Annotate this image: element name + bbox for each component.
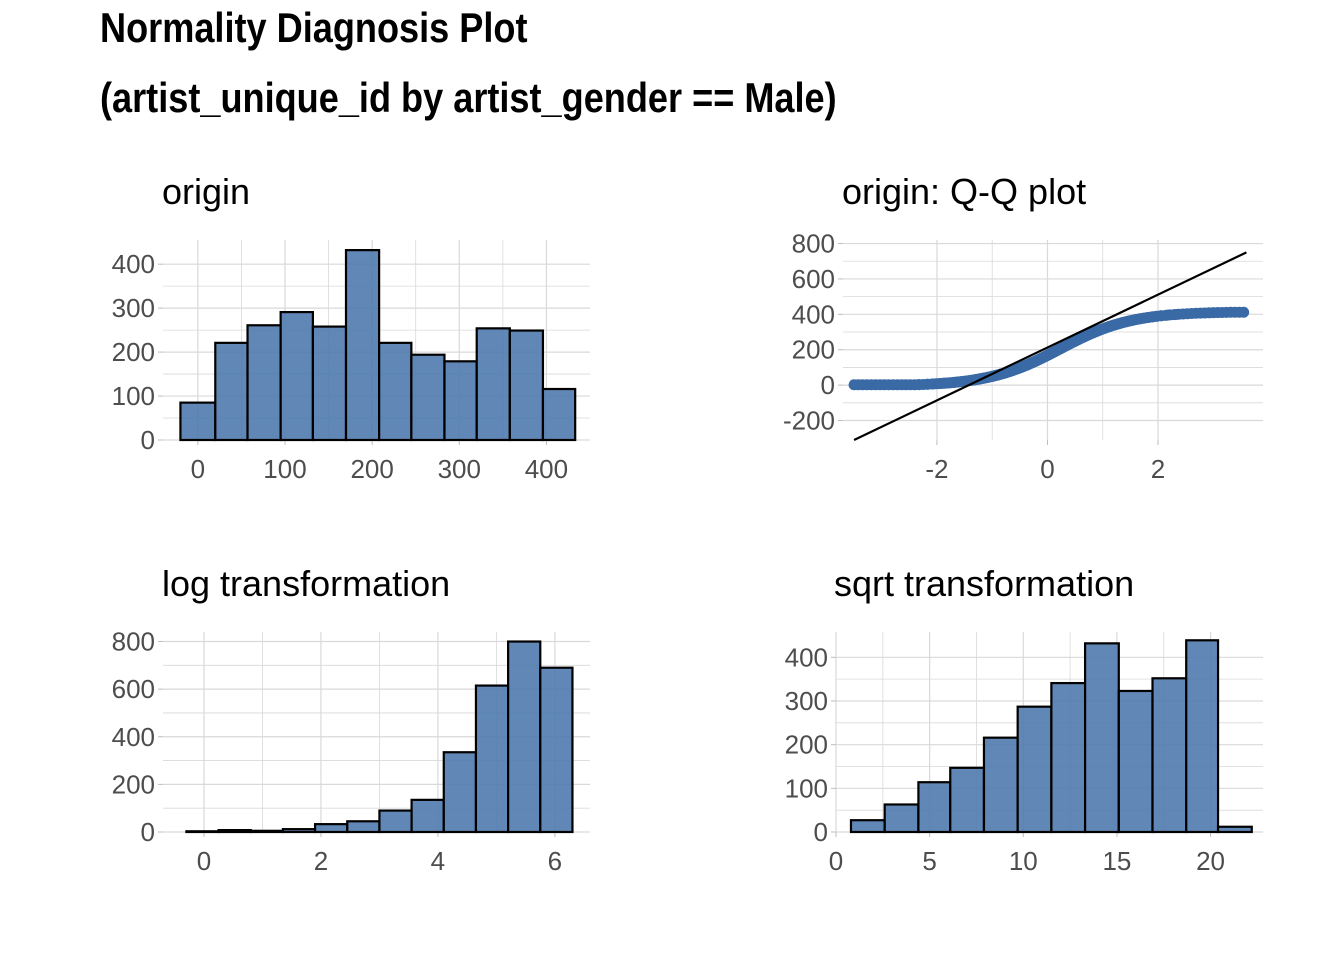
histogram-bar bbox=[185, 830, 220, 834]
y-tick-label: 800 bbox=[792, 229, 835, 259]
histogram-bar bbox=[410, 798, 445, 834]
histogram-bar bbox=[1083, 642, 1120, 834]
qq-point bbox=[1170, 308, 1182, 320]
histogram-bar bbox=[507, 640, 542, 834]
histogram-bar bbox=[344, 249, 381, 442]
x-tick-label: 5 bbox=[922, 846, 936, 876]
histogram-bar bbox=[883, 803, 920, 834]
histogram-bar bbox=[378, 341, 413, 442]
histogram-bar bbox=[246, 324, 282, 442]
x-tick-label: -2 bbox=[925, 454, 948, 484]
histogram-bar bbox=[539, 666, 574, 834]
x-tick-label: 300 bbox=[438, 454, 481, 484]
qq-reference-line bbox=[853, 251, 1247, 441]
y-tick-label: 200 bbox=[785, 730, 828, 760]
y-tick-label: 0 bbox=[814, 817, 828, 847]
x-tick-label: 10 bbox=[1009, 846, 1038, 876]
histogram-bar bbox=[279, 310, 314, 442]
histogram-bar bbox=[1050, 681, 1087, 834]
histogram-bar bbox=[281, 828, 317, 834]
histogram-bar bbox=[917, 781, 952, 834]
chart-title-line2: (artist_unique_id by artist_gender == Ma… bbox=[100, 74, 837, 121]
histogram-bar bbox=[1117, 689, 1154, 834]
histogram-bar bbox=[346, 820, 381, 834]
y-tick-label: 100 bbox=[785, 773, 828, 803]
panel-title-origin: origin bbox=[162, 171, 250, 212]
y-tick-label: 0 bbox=[821, 370, 835, 400]
y-tick-label: 200 bbox=[792, 335, 835, 365]
histogram-bar bbox=[1016, 705, 1053, 834]
histogram-bar bbox=[541, 387, 577, 442]
histogram-bar bbox=[442, 751, 478, 834]
panel-origin-histogram: 0 100 200 300 400 0 100 200 300 400 bbox=[112, 240, 590, 484]
x-tick-label: 4 bbox=[431, 846, 445, 876]
chart-title-line1: Normality Diagnosis Plot bbox=[100, 4, 528, 51]
qq-point bbox=[1161, 309, 1173, 321]
histogram-bar bbox=[1185, 639, 1220, 834]
histogram-bar bbox=[849, 819, 886, 834]
y-tick-label: 400 bbox=[785, 642, 828, 672]
histogram-bar bbox=[179, 401, 217, 442]
histogram-bar bbox=[1216, 825, 1253, 834]
y-tick-label: 0 bbox=[141, 425, 155, 455]
y-tick-label: 200 bbox=[112, 769, 155, 799]
y-tick-label: 600 bbox=[792, 264, 835, 294]
histogram-bar bbox=[378, 809, 413, 834]
panel-qq-plot: -2 0 2 -200 0 200 400 600 800 bbox=[783, 229, 1263, 484]
histogram-bar bbox=[214, 341, 249, 442]
x-tick-label: 400 bbox=[525, 454, 568, 484]
histogram-bar bbox=[443, 360, 478, 442]
x-tick-label: 2 bbox=[1151, 454, 1165, 484]
y-tick-label: 800 bbox=[112, 627, 155, 657]
qq-point bbox=[913, 379, 925, 391]
x-tick-label: 0 bbox=[1040, 454, 1054, 484]
x-tick-label: 15 bbox=[1102, 846, 1131, 876]
qq-point bbox=[1238, 306, 1250, 318]
y-tick-label: 600 bbox=[112, 674, 155, 704]
panel-title-log: log transformation bbox=[162, 563, 450, 604]
histogram-bar bbox=[1151, 677, 1188, 834]
x-tick-label: 20 bbox=[1196, 846, 1225, 876]
x-tick-label: 6 bbox=[548, 846, 562, 876]
y-tick-label: -200 bbox=[783, 406, 835, 436]
panel-title-qq: origin: Q-Q plot bbox=[842, 171, 1086, 212]
x-tick-label: 0 bbox=[191, 454, 205, 484]
y-tick-label: 300 bbox=[112, 293, 155, 323]
y-tick-label: 200 bbox=[112, 337, 155, 367]
y-tick-label: 400 bbox=[112, 722, 155, 752]
histogram-bar bbox=[311, 325, 348, 442]
panel-title-sqrt: sqrt transformation bbox=[834, 563, 1134, 604]
x-tick-label: 0 bbox=[197, 846, 211, 876]
x-tick-label: 100 bbox=[263, 454, 306, 484]
histogram-bar bbox=[410, 353, 446, 442]
histogram-bar bbox=[475, 327, 511, 442]
y-tick-label: 300 bbox=[785, 686, 828, 716]
y-tick-label: 100 bbox=[112, 381, 155, 411]
x-tick-label: 0 bbox=[829, 846, 843, 876]
y-tick-label: 400 bbox=[792, 299, 835, 329]
histogram-bar bbox=[508, 329, 545, 442]
histogram-bar bbox=[474, 684, 510, 834]
histogram-bar bbox=[949, 766, 986, 834]
panel-log-histogram: 0 2 4 6 0 200 400 600 800 bbox=[112, 627, 590, 876]
histogram-bar bbox=[313, 823, 349, 834]
y-tick-label: 0 bbox=[141, 817, 155, 847]
y-tick-label: 400 bbox=[112, 249, 155, 279]
x-tick-label: 200 bbox=[350, 454, 393, 484]
histogram-bar bbox=[249, 829, 285, 834]
x-tick-label: 2 bbox=[314, 846, 328, 876]
histogram-bar bbox=[217, 828, 252, 834]
histogram-bar bbox=[982, 736, 1019, 834]
